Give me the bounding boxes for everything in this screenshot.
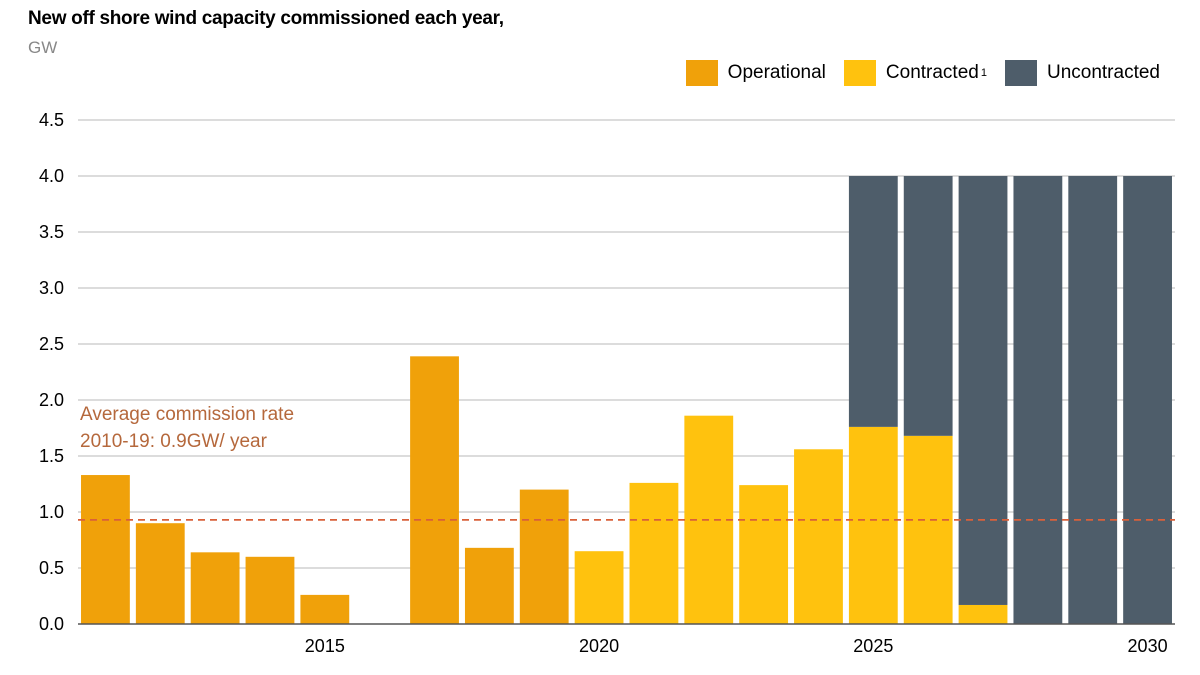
- y-tick-label: 1.0: [39, 502, 64, 522]
- legend-item-contracted: Contracted 1: [843, 60, 987, 86]
- y-tick-label: 1.5: [39, 446, 64, 466]
- legend-footnote-marker: 1: [980, 67, 987, 79]
- y-tick-label: 4.0: [39, 166, 64, 186]
- legend-swatch-operational: [685, 60, 718, 86]
- x-tick-label: 2015: [305, 636, 345, 656]
- y-tick-label: 0.0: [39, 614, 64, 634]
- legend-item-uncontracted: Uncontracted: [1004, 60, 1160, 86]
- y-tick-label: 2.5: [39, 334, 64, 354]
- chart-title: New off shore wind capacity commissioned…: [28, 8, 504, 29]
- x-tick-label: 2025: [853, 636, 893, 656]
- legend: Operational Contracted 1 Uncontracted: [668, 60, 1160, 86]
- bar-uncontracted-2026: [903, 176, 953, 436]
- legend-item-operational: Operational: [685, 60, 826, 86]
- legend-label-contracted: Contracted: [885, 62, 979, 83]
- legend-swatch-uncontracted: [1004, 60, 1037, 86]
- bar-operational-2011: [81, 475, 130, 624]
- bar-operational-2019: [519, 489, 569, 624]
- legend-label-uncontracted: Uncontracted: [1046, 62, 1160, 83]
- bar-operational-2018: [464, 547, 514, 624]
- bar-operational-2012: [135, 523, 185, 624]
- bar-operational-2015: [300, 594, 350, 624]
- bar-contracted-2024: [794, 449, 843, 624]
- y-axis: 0.0 0.5 1.0 1.5 2.0 2.5 3.0 3.5 4.0 4.5: [39, 110, 64, 634]
- bar-contracted-2027: [958, 604, 1008, 624]
- x-tick-label: 2030: [1128, 636, 1168, 656]
- bar-operational-2017: [410, 356, 459, 624]
- legend-swatch-contracted: [843, 60, 876, 86]
- bar-contracted-2023: [739, 485, 789, 624]
- gridlines: [78, 119, 1175, 569]
- annotation-line-2: 2010-19: 0.9GW/ year: [80, 431, 268, 452]
- bar-operational-2013: [190, 552, 240, 624]
- x-axis: 2015 2020 2025 2030: [78, 623, 1175, 656]
- bar-contracted-2026: [903, 435, 953, 624]
- bar-uncontracted-2025: [848, 176, 898, 427]
- y-tick-label: 2.0: [39, 390, 64, 410]
- bars: [81, 176, 1172, 624]
- legend-label-operational: Operational: [727, 62, 826, 83]
- bar-uncontracted-2028: [1013, 176, 1063, 624]
- annotation-line-1: Average commission rate: [80, 404, 294, 425]
- bar-contracted-2020: [574, 551, 624, 624]
- y-tick-label: 4.5: [39, 110, 64, 130]
- bar-uncontracted-2029: [1068, 176, 1118, 624]
- y-tick-label: 3.0: [39, 278, 64, 298]
- bar-operational-2014: [245, 556, 295, 624]
- bar-uncontracted-2027: [958, 176, 1008, 605]
- annotation: Average commission rate 2010-19: 0.9GW/ y…: [78, 404, 1175, 521]
- bar-uncontracted-2030: [1123, 176, 1172, 624]
- y-tick-label: 3.5: [39, 222, 64, 242]
- bar-contracted-2025: [848, 426, 898, 624]
- x-tick-label: 2020: [579, 636, 619, 656]
- y-tick-label: 0.5: [39, 558, 64, 578]
- bar-contracted-2021: [629, 482, 679, 624]
- unit-label: GW: [28, 38, 58, 57]
